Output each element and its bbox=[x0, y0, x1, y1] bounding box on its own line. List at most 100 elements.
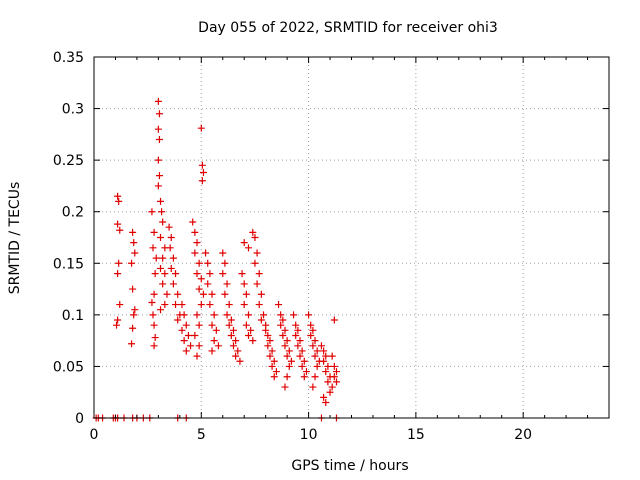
data-point bbox=[328, 383, 336, 391]
data-point bbox=[219, 270, 227, 278]
data-point bbox=[189, 218, 197, 226]
data-point bbox=[309, 342, 317, 350]
data-point bbox=[225, 301, 233, 309]
data-point bbox=[251, 259, 259, 267]
data-point bbox=[128, 259, 136, 267]
data-point bbox=[268, 347, 276, 355]
data-point bbox=[182, 321, 190, 329]
data-point bbox=[320, 357, 328, 365]
data-point bbox=[174, 316, 182, 324]
data-point bbox=[251, 234, 259, 241]
data-point bbox=[159, 218, 167, 226]
data-point bbox=[165, 223, 173, 231]
data-point bbox=[225, 321, 233, 329]
data-point bbox=[169, 280, 177, 288]
data-point bbox=[180, 337, 188, 345]
data-point bbox=[245, 331, 252, 339]
data-point bbox=[167, 234, 175, 241]
data-point bbox=[167, 264, 175, 272]
data-point bbox=[234, 347, 242, 355]
data-point bbox=[114, 192, 122, 200]
data-point bbox=[330, 316, 338, 324]
data-point bbox=[129, 324, 137, 332]
y-tick-label: 0.2 bbox=[62, 205, 84, 221]
data-point bbox=[283, 337, 291, 345]
data-point bbox=[114, 270, 122, 278]
y-axis-label: SRMTID / TECUs bbox=[7, 182, 23, 295]
data-point bbox=[195, 321, 203, 329]
data-point bbox=[294, 326, 302, 334]
data-point bbox=[268, 362, 276, 370]
x-tick-label: 5 bbox=[197, 427, 206, 443]
data-point bbox=[311, 352, 319, 360]
data-point bbox=[313, 362, 321, 370]
data-point bbox=[163, 290, 171, 298]
x-tick-label: 15 bbox=[407, 427, 425, 443]
data-point bbox=[114, 220, 122, 228]
data-point bbox=[272, 368, 280, 376]
data-point bbox=[195, 259, 203, 267]
data-point bbox=[307, 321, 315, 329]
data-point bbox=[255, 301, 263, 309]
y-tick-label: 0.25 bbox=[53, 153, 84, 169]
data-point bbox=[300, 357, 308, 365]
data-point bbox=[157, 197, 165, 205]
data-point bbox=[195, 285, 203, 293]
data-point bbox=[287, 357, 295, 365]
data-point bbox=[240, 239, 248, 247]
data-point bbox=[198, 161, 206, 169]
data-point bbox=[152, 254, 160, 262]
data-point bbox=[210, 337, 218, 345]
data-point bbox=[198, 177, 206, 185]
data-point bbox=[283, 373, 291, 381]
data-point bbox=[317, 342, 325, 350]
data-point bbox=[148, 298, 156, 306]
data-point bbox=[260, 311, 268, 319]
data-point bbox=[154, 156, 162, 164]
data-point bbox=[210, 311, 218, 319]
data-point bbox=[309, 383, 317, 391]
data-point bbox=[300, 373, 308, 381]
data-point bbox=[247, 326, 255, 334]
data-point bbox=[172, 270, 180, 278]
data-point bbox=[223, 311, 231, 319]
data-point bbox=[298, 362, 306, 370]
data-point bbox=[116, 226, 124, 234]
data-point bbox=[159, 254, 167, 262]
data-point bbox=[285, 362, 293, 370]
data-point bbox=[285, 347, 293, 355]
data-point bbox=[238, 270, 246, 278]
data-point bbox=[155, 172, 163, 180]
data-point bbox=[266, 337, 274, 345]
data-point bbox=[182, 347, 190, 355]
grid bbox=[94, 57, 609, 418]
y-tick-label: 0 bbox=[75, 411, 84, 427]
data-point bbox=[294, 342, 302, 350]
data-point bbox=[193, 239, 201, 247]
data-point bbox=[150, 228, 158, 236]
data-point bbox=[157, 264, 165, 272]
data-point bbox=[281, 342, 289, 350]
data-point bbox=[197, 301, 205, 309]
data-point bbox=[197, 124, 205, 132]
data-point bbox=[129, 285, 137, 293]
data-point bbox=[242, 321, 250, 329]
data-point bbox=[191, 228, 199, 236]
data-points bbox=[92, 97, 340, 422]
data-point bbox=[232, 337, 240, 345]
x-tick-label: 0 bbox=[90, 427, 99, 443]
data-point bbox=[242, 290, 250, 298]
data-point bbox=[157, 306, 165, 314]
data-point bbox=[290, 311, 298, 319]
data-point bbox=[262, 326, 270, 334]
data-point bbox=[150, 290, 158, 298]
data-point bbox=[187, 342, 195, 350]
x-tick-label: 10 bbox=[300, 427, 318, 443]
data-point bbox=[202, 249, 210, 257]
data-point bbox=[277, 311, 285, 319]
data-point bbox=[208, 347, 216, 355]
data-point bbox=[279, 331, 287, 339]
data-point bbox=[219, 249, 227, 257]
data-point bbox=[266, 352, 274, 360]
data-point bbox=[227, 331, 235, 339]
